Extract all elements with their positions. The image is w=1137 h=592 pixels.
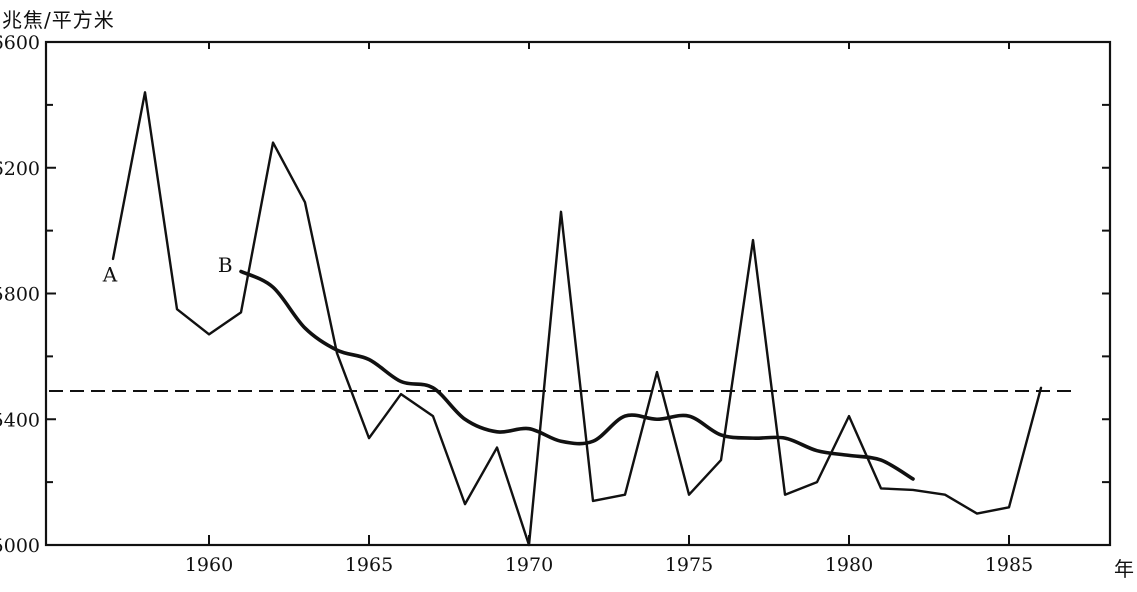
series-lines (49, 91, 1073, 547)
y-tick-label-5800: 5800 (0, 284, 40, 306)
y-tick-label-6200: 6200 (0, 158, 40, 180)
series-label-a: A (102, 263, 118, 287)
x-tick-label-1975: 1975 (665, 554, 713, 576)
series-label-b: B (218, 253, 233, 277)
x-tick-label-1980: 1980 (825, 554, 873, 576)
plot-frame (44, 40, 1112, 547)
series-line-a (111, 91, 1043, 547)
x-tick-label-1970: 1970 (505, 554, 553, 576)
tick-marks (46, 41, 1110, 546)
tick-labels: 5000 5400 5800 6200 6600 1960 1965 1970 1975 1980… (0, 32, 1033, 576)
x-axis-unit-label: 年 (1114, 557, 1134, 581)
y-tick-label-6600: 6600 (0, 32, 40, 54)
axes (44, 40, 1112, 547)
x-tick-label-1960: 1960 (185, 554, 233, 576)
x-tick-label-1985: 1985 (985, 554, 1033, 576)
x-tick-label-1965: 1965 (345, 554, 393, 576)
y-axis-unit-label: 兆焦/平方米 (2, 8, 115, 32)
y-tick-label-5400: 5400 (0, 409, 40, 431)
series-line-b (239, 269, 915, 481)
y-tick-label-5000: 5000 (0, 535, 40, 557)
